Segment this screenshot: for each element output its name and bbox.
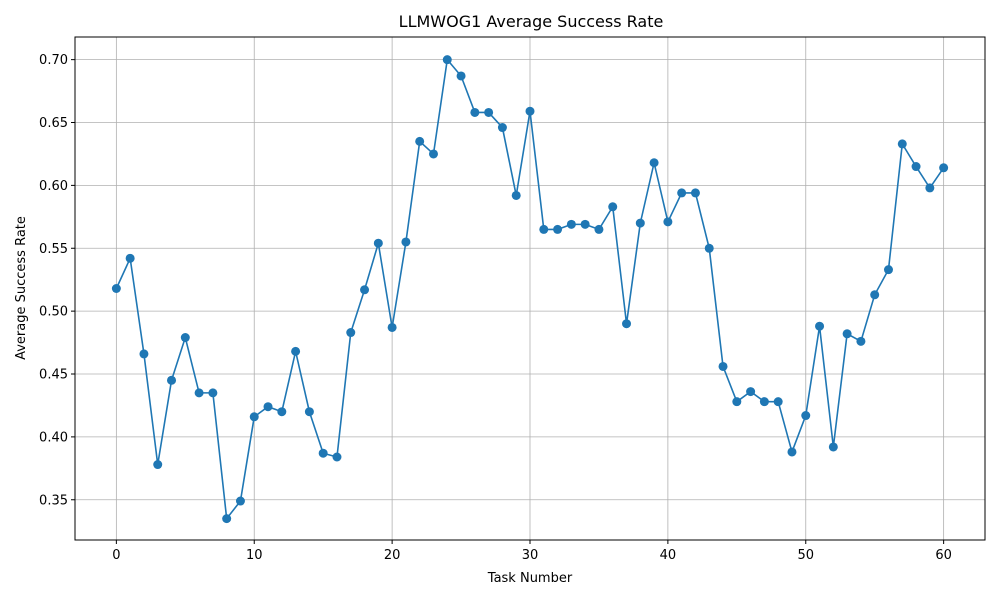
y-tick-label: 0.35	[39, 493, 68, 508]
data-point	[428, 149, 438, 159]
data-point	[690, 188, 700, 198]
y-tick-label: 0.60	[39, 179, 68, 194]
data-point	[553, 224, 563, 234]
data-point	[580, 219, 590, 229]
data-point	[111, 284, 121, 293]
data-point	[911, 162, 921, 172]
data-point	[801, 411, 811, 421]
data-point	[456, 71, 466, 81]
data-point	[401, 237, 411, 247]
data-point	[180, 333, 190, 343]
y-tick-label: 0.65	[39, 116, 68, 131]
data-point	[939, 163, 949, 173]
data-point	[732, 397, 742, 407]
grid-lines	[75, 37, 985, 540]
data-point	[677, 188, 687, 198]
data-point	[346, 328, 356, 338]
y-tick-label: 0.55	[39, 242, 68, 257]
data-point	[360, 285, 370, 295]
data-series	[111, 55, 949, 524]
data-point	[649, 158, 659, 168]
y-axis-ticks: 0.35 0.40 0.45 0.50 0.55 0.60 0.65 0.70	[39, 53, 75, 508]
data-point	[442, 55, 452, 65]
data-point	[870, 290, 880, 300]
x-tick-label: 20	[384, 548, 401, 563]
data-point	[318, 448, 328, 458]
data-point	[622, 319, 632, 329]
data-point	[194, 388, 204, 398]
data-point	[815, 321, 825, 331]
data-point	[883, 265, 893, 275]
data-point	[746, 387, 756, 397]
data-point	[470, 107, 480, 117]
data-point	[139, 349, 149, 359]
data-point	[387, 322, 397, 332]
data-point	[897, 139, 907, 149]
data-point	[635, 218, 645, 228]
x-tick-label: 30	[522, 548, 539, 563]
x-tick-label: 0	[112, 548, 120, 563]
data-point	[718, 361, 728, 371]
data-point	[484, 107, 494, 117]
data-point	[608, 202, 618, 212]
data-point	[594, 224, 604, 234]
y-axis-label: Average Success Rate	[14, 216, 29, 360]
data-point	[277, 407, 287, 417]
data-point	[539, 224, 549, 234]
y-tick-label: 0.50	[39, 305, 68, 320]
data-point	[566, 219, 576, 229]
data-point	[125, 253, 135, 263]
y-tick-label: 0.70	[39, 53, 68, 68]
data-point	[222, 514, 232, 524]
y-tick-label: 0.40	[39, 430, 68, 445]
x-tick-label: 10	[246, 548, 263, 563]
data-point	[235, 496, 245, 506]
data-point	[373, 238, 383, 248]
data-point	[856, 336, 866, 346]
data-point	[304, 407, 314, 417]
data-point	[263, 402, 273, 412]
data-point	[249, 412, 259, 422]
data-point	[704, 243, 714, 253]
data-point	[167, 375, 177, 385]
data-point	[332, 452, 342, 462]
x-tick-label: 60	[935, 548, 952, 563]
data-point	[759, 397, 769, 407]
data-point	[663, 217, 673, 227]
y-tick-label: 0.45	[39, 368, 68, 383]
data-point	[511, 190, 521, 200]
x-tick-label: 40	[660, 548, 677, 563]
data-point	[291, 346, 301, 356]
x-axis-label: Task Number	[487, 571, 573, 586]
data-point	[925, 183, 935, 193]
chart-title: LLMWOG1 Average Success Rate	[399, 12, 664, 31]
data-point	[828, 442, 838, 452]
data-point	[842, 329, 852, 339]
data-point	[415, 136, 425, 146]
data-point	[497, 123, 507, 133]
data-point	[525, 106, 535, 116]
x-tick-label: 50	[797, 548, 814, 563]
data-point	[153, 460, 163, 470]
data-point	[208, 388, 218, 398]
x-axis-ticks: 0 10 20 30 40 50 60	[112, 540, 952, 563]
data-point	[773, 397, 783, 407]
data-point	[787, 447, 797, 457]
